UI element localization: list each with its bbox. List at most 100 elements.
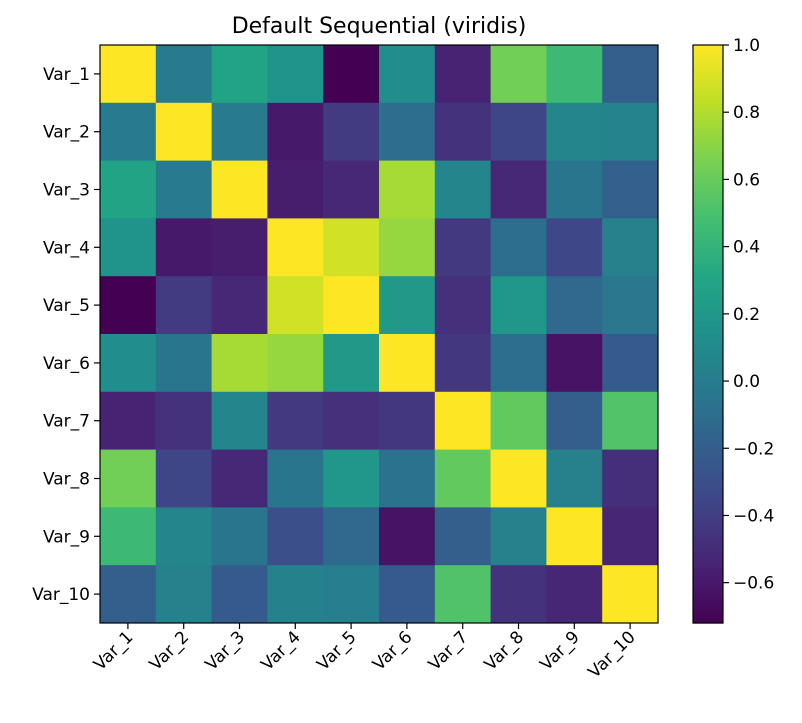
colorbar-segment [693, 423, 723, 428]
colorbar-segment [693, 350, 723, 354]
colorbar-segment [693, 417, 723, 422]
colorbar-segment [693, 144, 723, 149]
colorbar-tick-label: 0.6 [733, 170, 760, 190]
colorbar-segment [693, 73, 723, 78]
heatmap-cell-r6-c8 [490, 334, 547, 393]
colorbar-segment [693, 407, 723, 412]
heatmap-cell-r4-c4 [267, 218, 324, 277]
colorbar-segment [693, 378, 723, 383]
heatmap-cell-r3-c5 [323, 160, 380, 219]
colorbar-segment [693, 183, 723, 187]
heatmap-cell-r1-c8 [490, 45, 547, 104]
colorbar-segment [693, 99, 723, 104]
colorbar-segment [693, 456, 723, 460]
colorbar-segment [693, 260, 723, 264]
colorbar-segment [693, 51, 723, 56]
colorbar-segment [693, 468, 723, 473]
colorbar-segment [693, 154, 723, 158]
colorbar-segment [693, 346, 723, 351]
heatmap-cell-r9-c8 [490, 507, 547, 566]
colorbar-segment [693, 170, 723, 175]
colorbar-segment [693, 179, 723, 184]
colorbar-segment [693, 314, 723, 319]
colorbar-segment [693, 578, 723, 582]
heatmap-cell-r7-c1 [100, 391, 157, 450]
colorbar-segment [693, 301, 723, 306]
colorbar-segment [693, 404, 723, 409]
heatmap-cell-r2-c2 [155, 102, 212, 161]
heatmap-cell-r10-c1 [100, 565, 157, 624]
colorbar-segment [693, 366, 723, 370]
colorbar-tick-label: −0.6 [733, 574, 774, 594]
colorbar-segment [693, 89, 723, 94]
colorbar-segment [693, 157, 723, 162]
heatmap-cell-r8-c5 [323, 449, 380, 508]
colorbar-segment [693, 199, 723, 203]
heatmap-cell-r5-c2 [155, 276, 212, 335]
heatmap-cell-r7-c9 [546, 391, 603, 450]
colorbar-segment [693, 305, 723, 309]
heatmap-cell-r3-c3 [211, 160, 268, 219]
colorbar-segment [693, 571, 723, 576]
colorbar-segment [693, 465, 723, 470]
colorbar-segment [693, 436, 723, 441]
colorbar-segment [693, 109, 723, 114]
heatmap-cell-r8-c10 [602, 449, 659, 508]
colorbar-segment [693, 513, 723, 518]
heatmap-cell-r3-c2 [155, 160, 212, 219]
colorbar-segment [693, 536, 723, 541]
colorbar-segment [693, 211, 723, 216]
x-tick-label: Var_5 [313, 627, 360, 674]
colorbar-segment [693, 228, 723, 232]
heatmap-cell-r9-c9 [546, 507, 603, 566]
colorbar-segment [693, 202, 723, 207]
x-tick-label: Var_1 [90, 627, 137, 674]
y-tick-label: Var_7 [43, 412, 90, 432]
colorbar-segment [693, 478, 723, 483]
heatmap-cell-r9-c5 [323, 507, 380, 566]
heatmap-cell-r1-c1 [100, 45, 157, 104]
heatmap-cell-r7-c10 [602, 391, 659, 450]
heatmap-cell-r6-c6 [379, 334, 436, 393]
y-tick-label: Var_3 [43, 181, 90, 201]
colorbar-segment [693, 54, 723, 59]
heatmap-cell-r5-c9 [546, 276, 603, 335]
colorbar-segment [693, 292, 723, 297]
colorbar-segment [693, 491, 723, 496]
heatmap-cell-r6-c4 [267, 334, 324, 393]
x-tick-label: Var_8 [481, 627, 528, 674]
colorbar-tick-label: −0.4 [733, 506, 774, 526]
heatmap-cell-r2-c9 [546, 102, 603, 161]
colorbar-segment [693, 112, 723, 117]
heatmap-cell-r3-c8 [490, 160, 547, 219]
heatmap-cell-r5-c10 [602, 276, 659, 335]
colorbar [692, 44, 724, 624]
heatmap-cell-r4-c1 [100, 218, 157, 277]
heatmap-cell-r1-c9 [546, 45, 603, 104]
heatmap-cell-r1-c10 [602, 45, 659, 104]
colorbar-segment [693, 173, 723, 178]
colorbar-segment [693, 106, 723, 110]
x-tick-label: Var_9 [536, 627, 583, 674]
colorbar-segment [693, 385, 723, 390]
colorbar-segment [693, 57, 723, 62]
colorbar-segment [693, 587, 723, 592]
heatmap-cell-r1-c3 [211, 45, 268, 104]
colorbar-segment [693, 150, 723, 155]
colorbar-segment [693, 488, 723, 492]
heatmap-cell-r8-c2 [155, 449, 212, 508]
colorbar-segment [693, 372, 723, 377]
colorbar-segment [693, 388, 723, 393]
colorbar-segment [693, 542, 723, 547]
heatmap-cell-r3-c9 [546, 160, 603, 219]
heatmap-cell-r10-c6 [379, 565, 436, 624]
heatmap-cell-r10-c2 [155, 565, 212, 624]
colorbar-segment [693, 472, 723, 476]
colorbar-segment [693, 603, 723, 608]
colorbar-segment [693, 253, 723, 258]
colorbar-segment [693, 192, 723, 197]
colorbar-segment [693, 272, 723, 277]
colorbar-segment [693, 295, 723, 300]
heatmap-cell-r2-c10 [602, 102, 659, 161]
colorbar-segment [693, 80, 723, 85]
